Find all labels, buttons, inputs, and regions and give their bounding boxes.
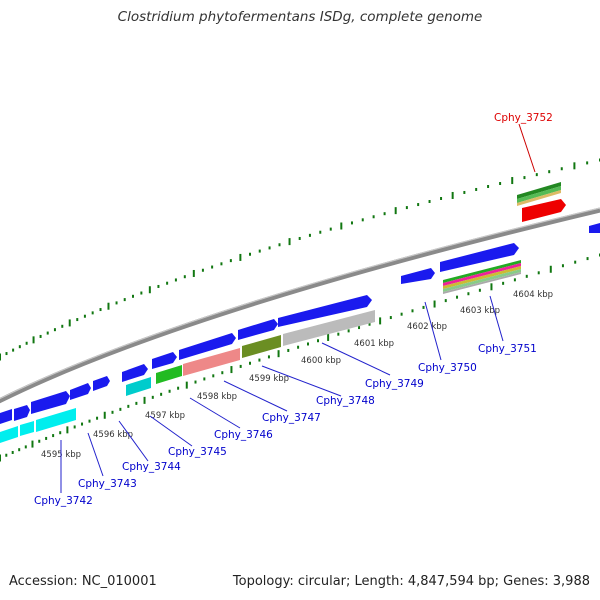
gene-label[interactable]: Cphy_3751 <box>478 343 537 355</box>
feature-bar[interactable] <box>20 421 34 436</box>
kbp-label: 4601 kbp <box>354 339 394 349</box>
multi-feature-stack[interactable] <box>443 260 521 294</box>
map-title: Clostridium phytofermentans ISDg, comple… <box>117 9 483 25</box>
gene-arrow[interactable] <box>401 268 435 284</box>
gene-callouts <box>60 295 504 493</box>
gene-label[interactable]: Cphy_3749 <box>365 378 424 390</box>
kbp-label: 4603 kbp <box>460 306 500 316</box>
gene-arrow[interactable] <box>93 376 110 391</box>
feature-bars <box>0 182 566 443</box>
gene-arrow[interactable] <box>70 383 91 400</box>
highlight-feature-stack[interactable] <box>517 182 566 222</box>
gene-labels: Cphy_3742 Cphy_3743 Cphy_3744 Cphy_3745 … <box>34 112 553 507</box>
gene-arrow[interactable] <box>589 223 600 233</box>
kbp-label: 4598 kbp <box>197 392 237 402</box>
gene-label[interactable]: Cphy_3745 <box>168 446 227 458</box>
gene-label[interactable]: Cphy_3748 <box>316 395 375 407</box>
gene-arrow[interactable] <box>14 405 30 421</box>
gene-label[interactable]: Cphy_3747 <box>262 412 321 424</box>
kbp-label: 4596 kbp <box>93 430 133 440</box>
forward-strand-genes <box>0 223 600 424</box>
gene-arrow[interactable] <box>440 243 519 272</box>
genome-backbone <box>0 207 600 404</box>
highlight-gene-label[interactable]: Cphy_3752 <box>494 112 553 124</box>
outer-tick-track <box>0 158 600 361</box>
gene-label[interactable]: Cphy_3743 <box>78 478 137 490</box>
gene-arrow[interactable] <box>122 364 148 382</box>
gene-arrow[interactable] <box>152 352 177 369</box>
feature-bar[interactable] <box>0 426 18 443</box>
kbp-label: 4604 kbp <box>513 290 553 300</box>
gene-label[interactable]: Cphy_3742 <box>34 495 93 507</box>
genome-backbone-highlight <box>0 207 600 400</box>
feature-bar[interactable] <box>283 310 375 346</box>
gene-label[interactable]: Cphy_3746 <box>214 429 273 441</box>
gene-arrow[interactable] <box>0 409 12 424</box>
accession-label: Accession: NC_010001 <box>9 574 157 589</box>
gene-arrow[interactable] <box>238 319 278 340</box>
gene-label[interactable]: Cphy_3744 <box>122 461 181 473</box>
feature-bar[interactable] <box>126 377 151 396</box>
feature-bar[interactable] <box>242 335 281 358</box>
inner-tick-track <box>0 253 600 462</box>
feature-bar[interactable] <box>36 408 76 432</box>
gene-arrow[interactable] <box>31 391 70 414</box>
kbp-label: 4600 kbp <box>301 356 341 366</box>
kbp-label: 4599 kbp <box>249 374 289 384</box>
gene-label[interactable]: Cphy_3750 <box>418 362 477 374</box>
feature-bar[interactable] <box>183 348 240 376</box>
kbp-label: 4597 kbp <box>145 411 185 421</box>
gene-arrow[interactable] <box>179 333 236 360</box>
highlight-callout <box>518 123 536 173</box>
feature-bar[interactable] <box>156 365 182 384</box>
genome-summary: Topology: circular; Length: 4,847,594 bp… <box>232 574 590 589</box>
kbp-label: 4602 kbp <box>407 322 447 332</box>
gene-arrow[interactable] <box>278 295 372 327</box>
